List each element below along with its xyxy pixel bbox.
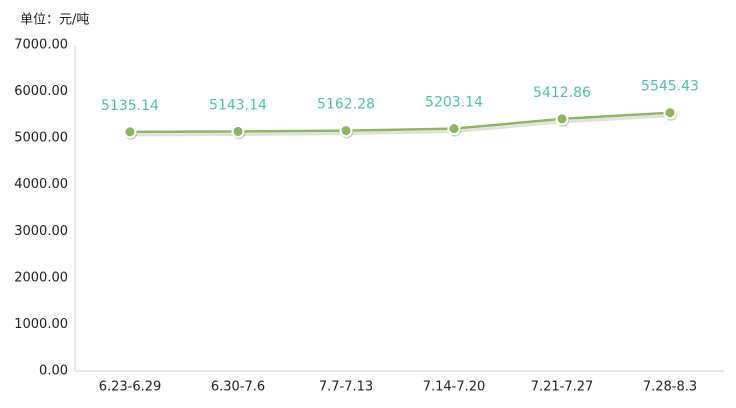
point <box>447 122 461 136</box>
data-label: 5203.14 <box>425 95 483 111</box>
y-tick-label: 2000.00 <box>14 270 68 285</box>
line-shadow <box>129 114 671 137</box>
y-tick-label: 0.00 <box>39 364 68 379</box>
data-label: 5162.28 <box>317 97 375 113</box>
point <box>123 125 137 139</box>
y-tick-label: 1000.00 <box>14 317 68 332</box>
data-label: 5412.86 <box>533 85 591 101</box>
data-label: 5545.43 <box>641 79 699 95</box>
data-label: 5143.14 <box>209 97 267 113</box>
line <box>129 111 671 134</box>
x-tick-label: 6.30-7.6 <box>211 380 265 395</box>
x-tick-label: 6.23-6.29 <box>99 380 162 395</box>
y-tick-label: 4000.00 <box>14 177 68 192</box>
y-tick-label: 7000.00 <box>14 38 68 53</box>
point <box>231 124 245 138</box>
x-tick-label: 7.28-8.3 <box>643 380 697 395</box>
point <box>339 124 353 138</box>
point <box>663 106 677 120</box>
x-tick-label: 7.7-7.13 <box>319 380 373 395</box>
x-tick-label: 7.21-7.27 <box>531 380 594 395</box>
x-tick-label: 7.14-7.20 <box>423 380 486 395</box>
y-tick-label: 5000.00 <box>14 131 68 146</box>
data-label: 5135.14 <box>101 98 159 114</box>
y-tick-label: 6000.00 <box>14 84 68 99</box>
y-axis-label: 单位：元/吨 <box>20 13 89 28</box>
point <box>555 112 569 126</box>
y-tick-label: 3000.00 <box>14 224 68 239</box>
